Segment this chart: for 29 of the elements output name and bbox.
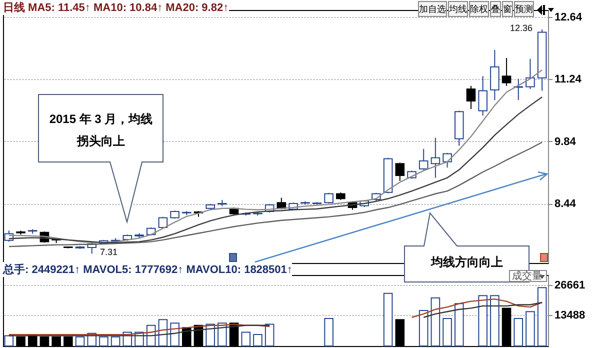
candlestick xyxy=(478,76,488,116)
y-tick-label: 12.64 xyxy=(554,12,583,24)
annotation: 均线方向向上 xyxy=(430,254,504,270)
candlestick xyxy=(490,49,500,101)
candlestick xyxy=(395,162,405,182)
candlestick xyxy=(466,85,476,110)
candlestick xyxy=(418,148,428,170)
y-tick-label: 9.84 xyxy=(554,136,577,148)
y-tick-label: 26661 xyxy=(554,279,586,292)
annotation: 预测 xyxy=(514,1,534,17)
annotation: 均线 xyxy=(448,1,468,17)
annotation: 12.36 xyxy=(510,23,533,33)
candlestick xyxy=(502,57,512,86)
chart-title: 总手: 2449221↑ MAVOL5: 1777692↑ MAVOL10: 1828501↑ xyxy=(3,262,292,277)
annotation: 2015 年 3 月，均线拐头向上 xyxy=(48,111,154,150)
y-tick-label: 11.24 xyxy=(554,74,582,86)
candlestick xyxy=(324,192,334,204)
annotation: 叠 xyxy=(490,1,501,17)
annotation: 7.31 xyxy=(100,247,118,257)
y-tick-label: 8.44 xyxy=(554,198,577,210)
annotation: 成交量 xyxy=(509,270,547,282)
candlestick xyxy=(442,152,452,168)
annotation: 窗 xyxy=(502,1,513,17)
y-tick-label: 13488 xyxy=(554,310,586,322)
candlestick xyxy=(430,137,440,178)
chart-title: 日线 MA5: 11.45↑ MA10: 10.84↑ MA20: 9.82↑ xyxy=(3,0,229,15)
annotation: 加自选 xyxy=(418,1,447,17)
candlestick xyxy=(526,58,535,90)
annotation: 除权 xyxy=(469,1,489,17)
